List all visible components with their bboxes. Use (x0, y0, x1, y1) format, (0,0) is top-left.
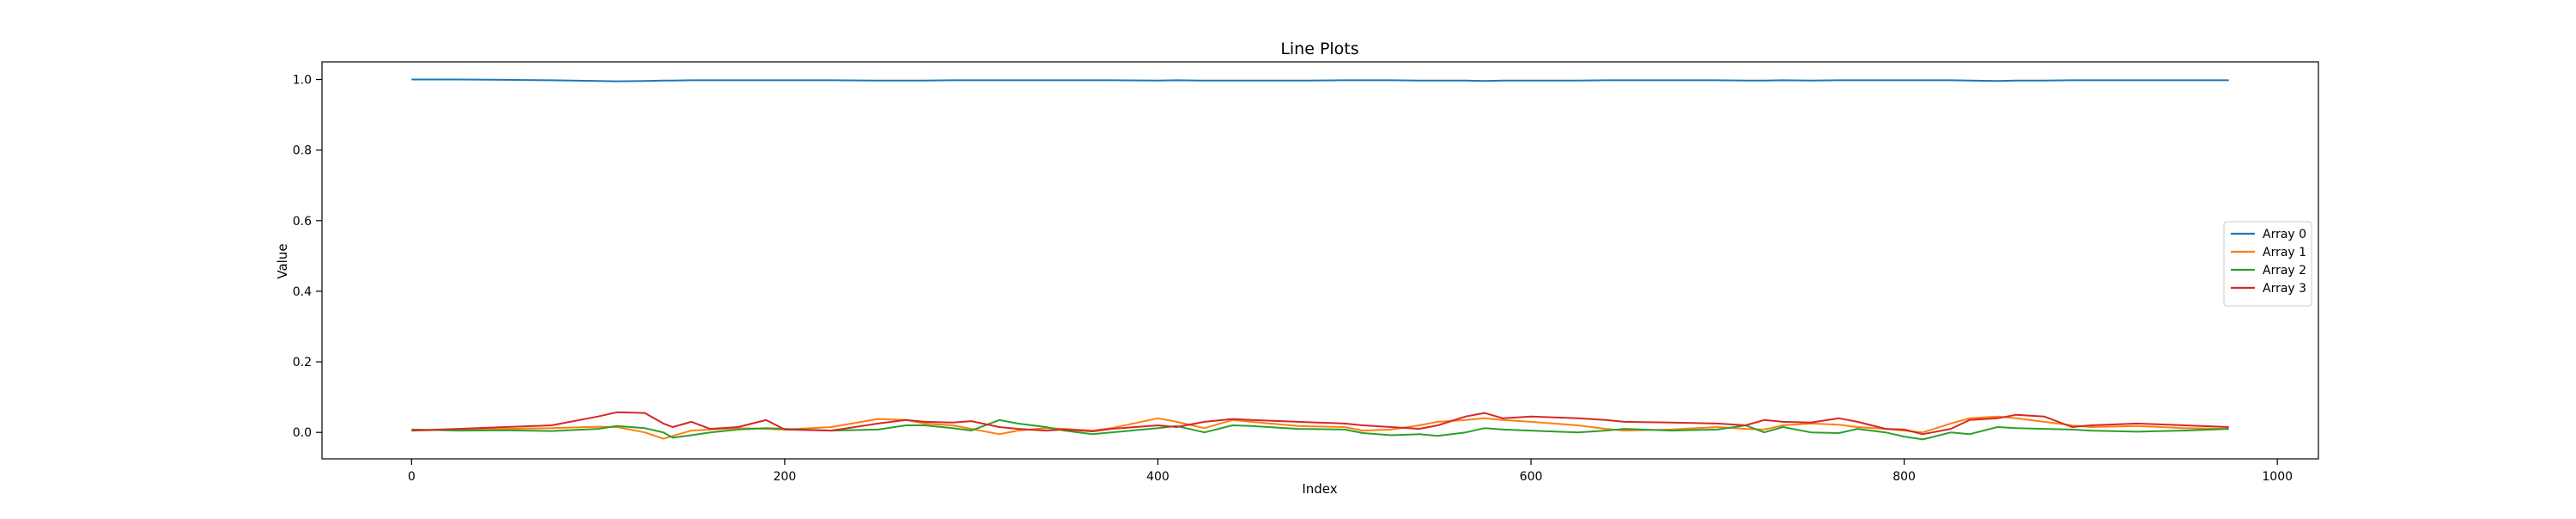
x-tick-label: 800 (1893, 470, 1916, 484)
y-tick-label: 0.2 (293, 356, 312, 369)
y-tick-label: 0.6 (293, 215, 312, 229)
plot-area (411, 78, 2229, 441)
y-tick-label: 1.0 (293, 74, 312, 88)
legend-label: Array 0 (2263, 228, 2306, 241)
y-axis-label: Value (275, 243, 290, 278)
legend-label: Array 2 (2263, 264, 2306, 278)
x-tick-label: 200 (774, 470, 797, 484)
x-tick-label: 400 (1146, 470, 1170, 484)
x-tick-label: 600 (1520, 470, 1543, 484)
series-line-array-2 (411, 418, 2229, 441)
legend-label: Array 3 (2263, 282, 2306, 296)
x-axis-label: Index (1302, 481, 1337, 497)
y-tick-label: 0.8 (293, 144, 312, 158)
x-tick-label: 0 (408, 470, 416, 484)
x-tick-label: 1000 (2262, 470, 2293, 484)
axis-ticks: 0 200 400 600 800 1000 0.0 0.2 0.4 0.6 0.8 1.0 (293, 74, 2293, 484)
series-line-array-0 (411, 78, 2229, 82)
y-tick-label: 0.0 (293, 426, 312, 440)
legend-label: Array 1 (2263, 246, 2306, 260)
plot-frame (321, 61, 2319, 460)
legend: Array 0 Array 1 Array 2 Array 3 (2223, 221, 2312, 307)
chart-title: Line Plots (1280, 40, 1358, 58)
series-line-array-3 (411, 411, 2229, 436)
y-tick-label: 0.4 (293, 285, 312, 299)
legend-box (2223, 221, 2312, 307)
